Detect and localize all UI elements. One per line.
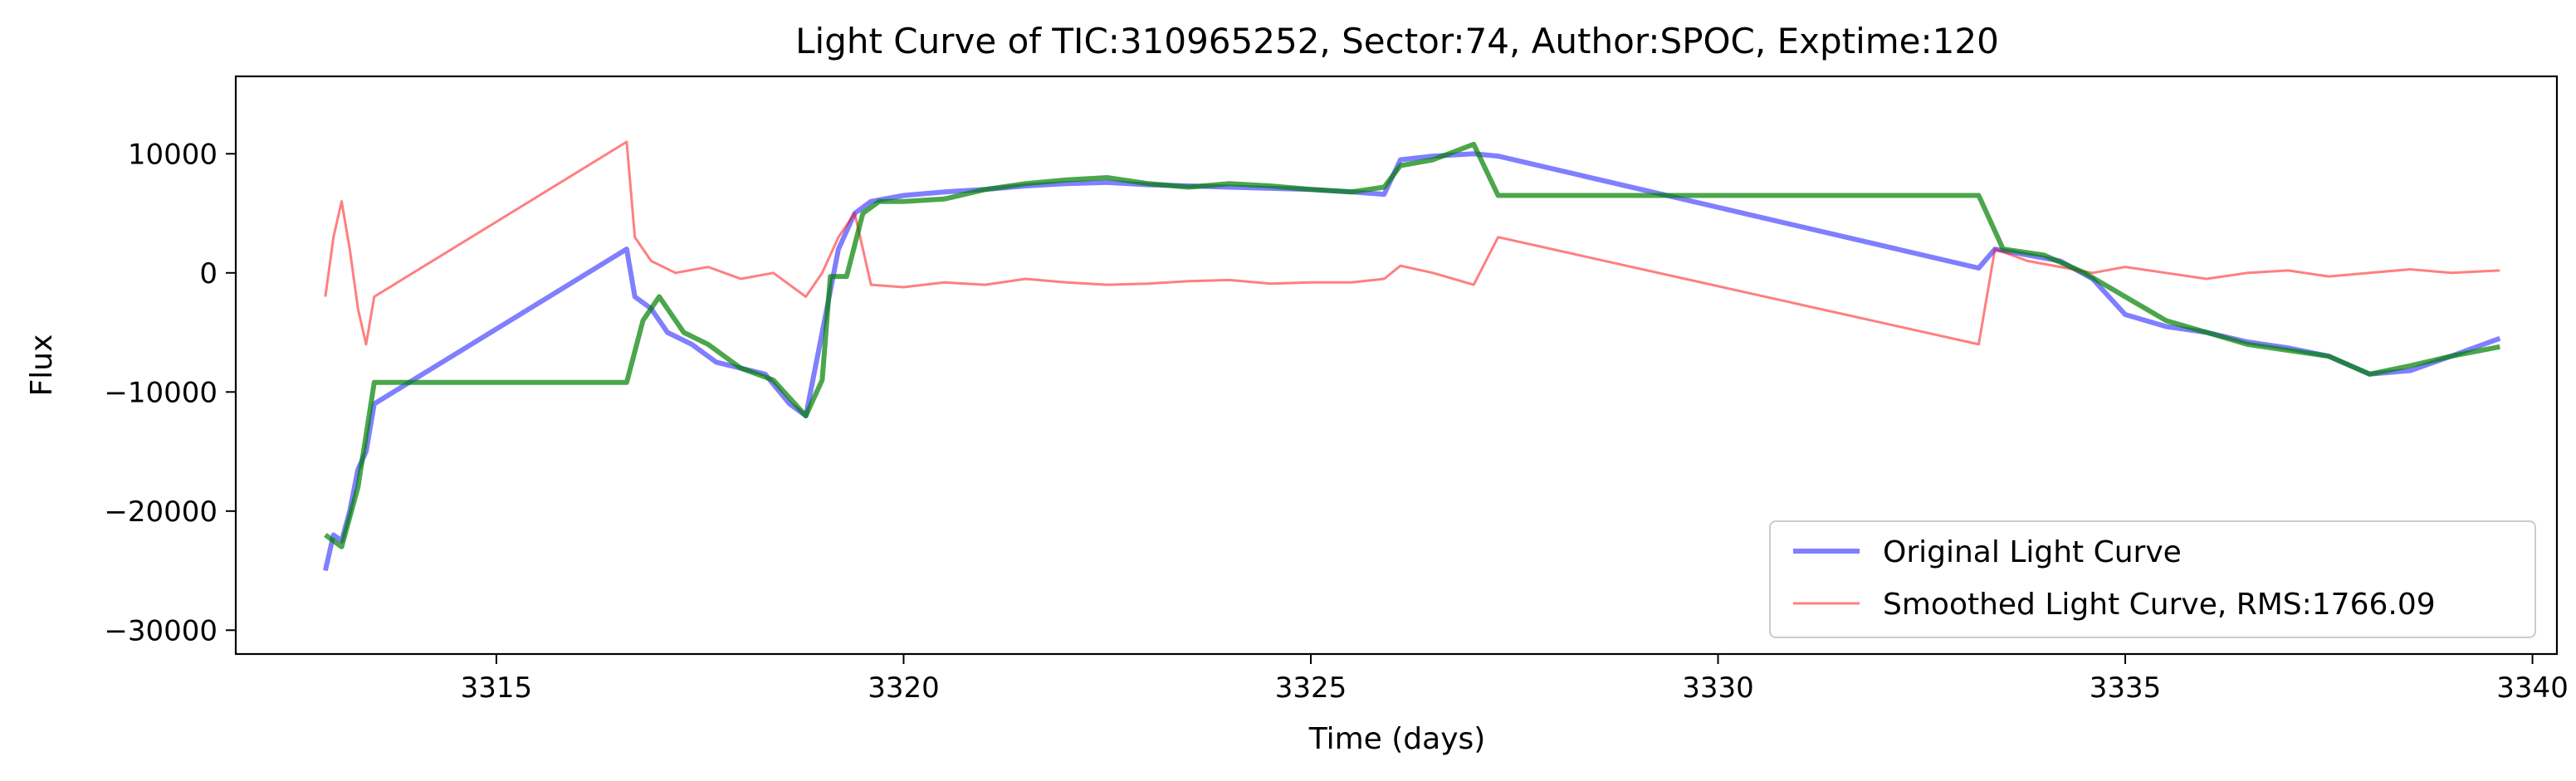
x-tick-label: 3315 xyxy=(461,671,533,705)
x-tick-label: 3330 xyxy=(1682,671,1754,705)
x-axis: 3315 3320 3325 3330 3335 3340 xyxy=(461,654,2569,705)
y-axis-label: Flux xyxy=(25,334,59,397)
y-axis: −30000 −20000 −10000 0 10000 xyxy=(104,138,236,647)
series-line-2 xyxy=(324,141,2500,549)
y-tick-label: 0 xyxy=(199,257,218,290)
x-tick-label: 3340 xyxy=(2496,671,2569,705)
chart-title: Light Curve of TIC:310965252, Sector:74,… xyxy=(795,21,1999,61)
x-tick-label: 3320 xyxy=(868,671,940,705)
legend: Original Light Curve Smoothed Light Curv… xyxy=(1769,520,2536,638)
y-tick-label: −20000 xyxy=(104,495,218,529)
legend-box xyxy=(1769,520,2536,638)
y-tick-label: −30000 xyxy=(104,614,218,647)
plot-area xyxy=(322,140,2501,572)
x-tick-label: 3325 xyxy=(1275,671,1347,705)
y-tick-label: 10000 xyxy=(128,138,218,171)
y-tick-label: −10000 xyxy=(104,376,218,409)
legend-label-smoothed: Smoothed Light Curve, RMS:1766.09 xyxy=(1883,588,2436,622)
x-tick-label: 3335 xyxy=(2090,671,2162,705)
series-line-0 xyxy=(322,151,2501,572)
legend-label-original: Original Light Curve xyxy=(1883,535,2182,569)
series-line-1 xyxy=(324,140,2500,346)
axes-frame xyxy=(234,75,2559,656)
x-axis-label: Time (days) xyxy=(1308,722,1486,756)
